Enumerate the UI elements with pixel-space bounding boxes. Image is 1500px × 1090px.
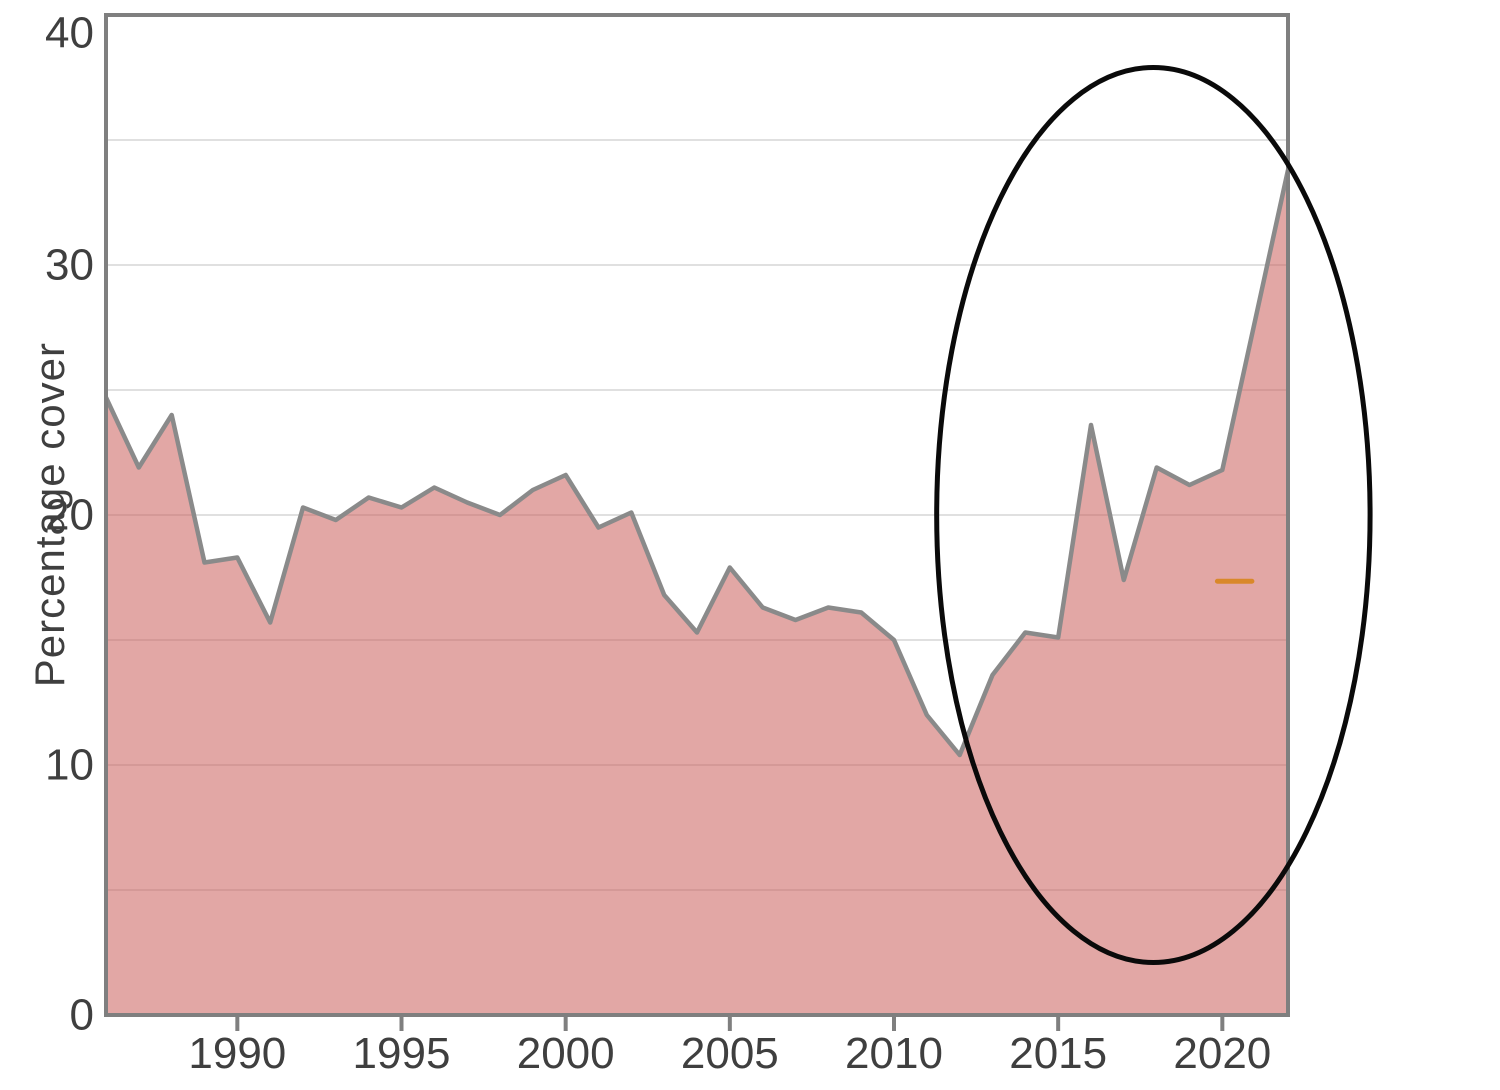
- area-fill: [106, 170, 1288, 1015]
- x-tick-label: 2020: [1173, 1029, 1271, 1078]
- x-tick-label: 1995: [353, 1029, 451, 1078]
- x-axis-ticks: [235, 1015, 1225, 1031]
- area-outline-line: [103, 169, 1291, 758]
- y-axis-labels: 0 10 20 30 40: [45, 9, 94, 1040]
- x-tick-label: 2015: [1009, 1029, 1107, 1078]
- x-tick-label: 2010: [845, 1029, 943, 1078]
- x-tick-label: 2005: [681, 1029, 779, 1078]
- plot-border: [104, 13, 1290, 1017]
- y-tick-label: 0: [70, 991, 94, 1040]
- y-tick-label: 20: [45, 491, 94, 540]
- y-tick-label: 40: [45, 9, 94, 58]
- x-tick-label: 2000: [517, 1029, 615, 1078]
- x-tick-label: 1990: [188, 1029, 286, 1078]
- x-axis-labels: 1990 1995 2000 2005 2010 2015 2020: [188, 1029, 1271, 1078]
- highlight-ellipse-annotation: [934, 65, 1373, 965]
- y-tick-label: 30: [45, 241, 94, 290]
- y-tick-label: 10: [45, 741, 94, 790]
